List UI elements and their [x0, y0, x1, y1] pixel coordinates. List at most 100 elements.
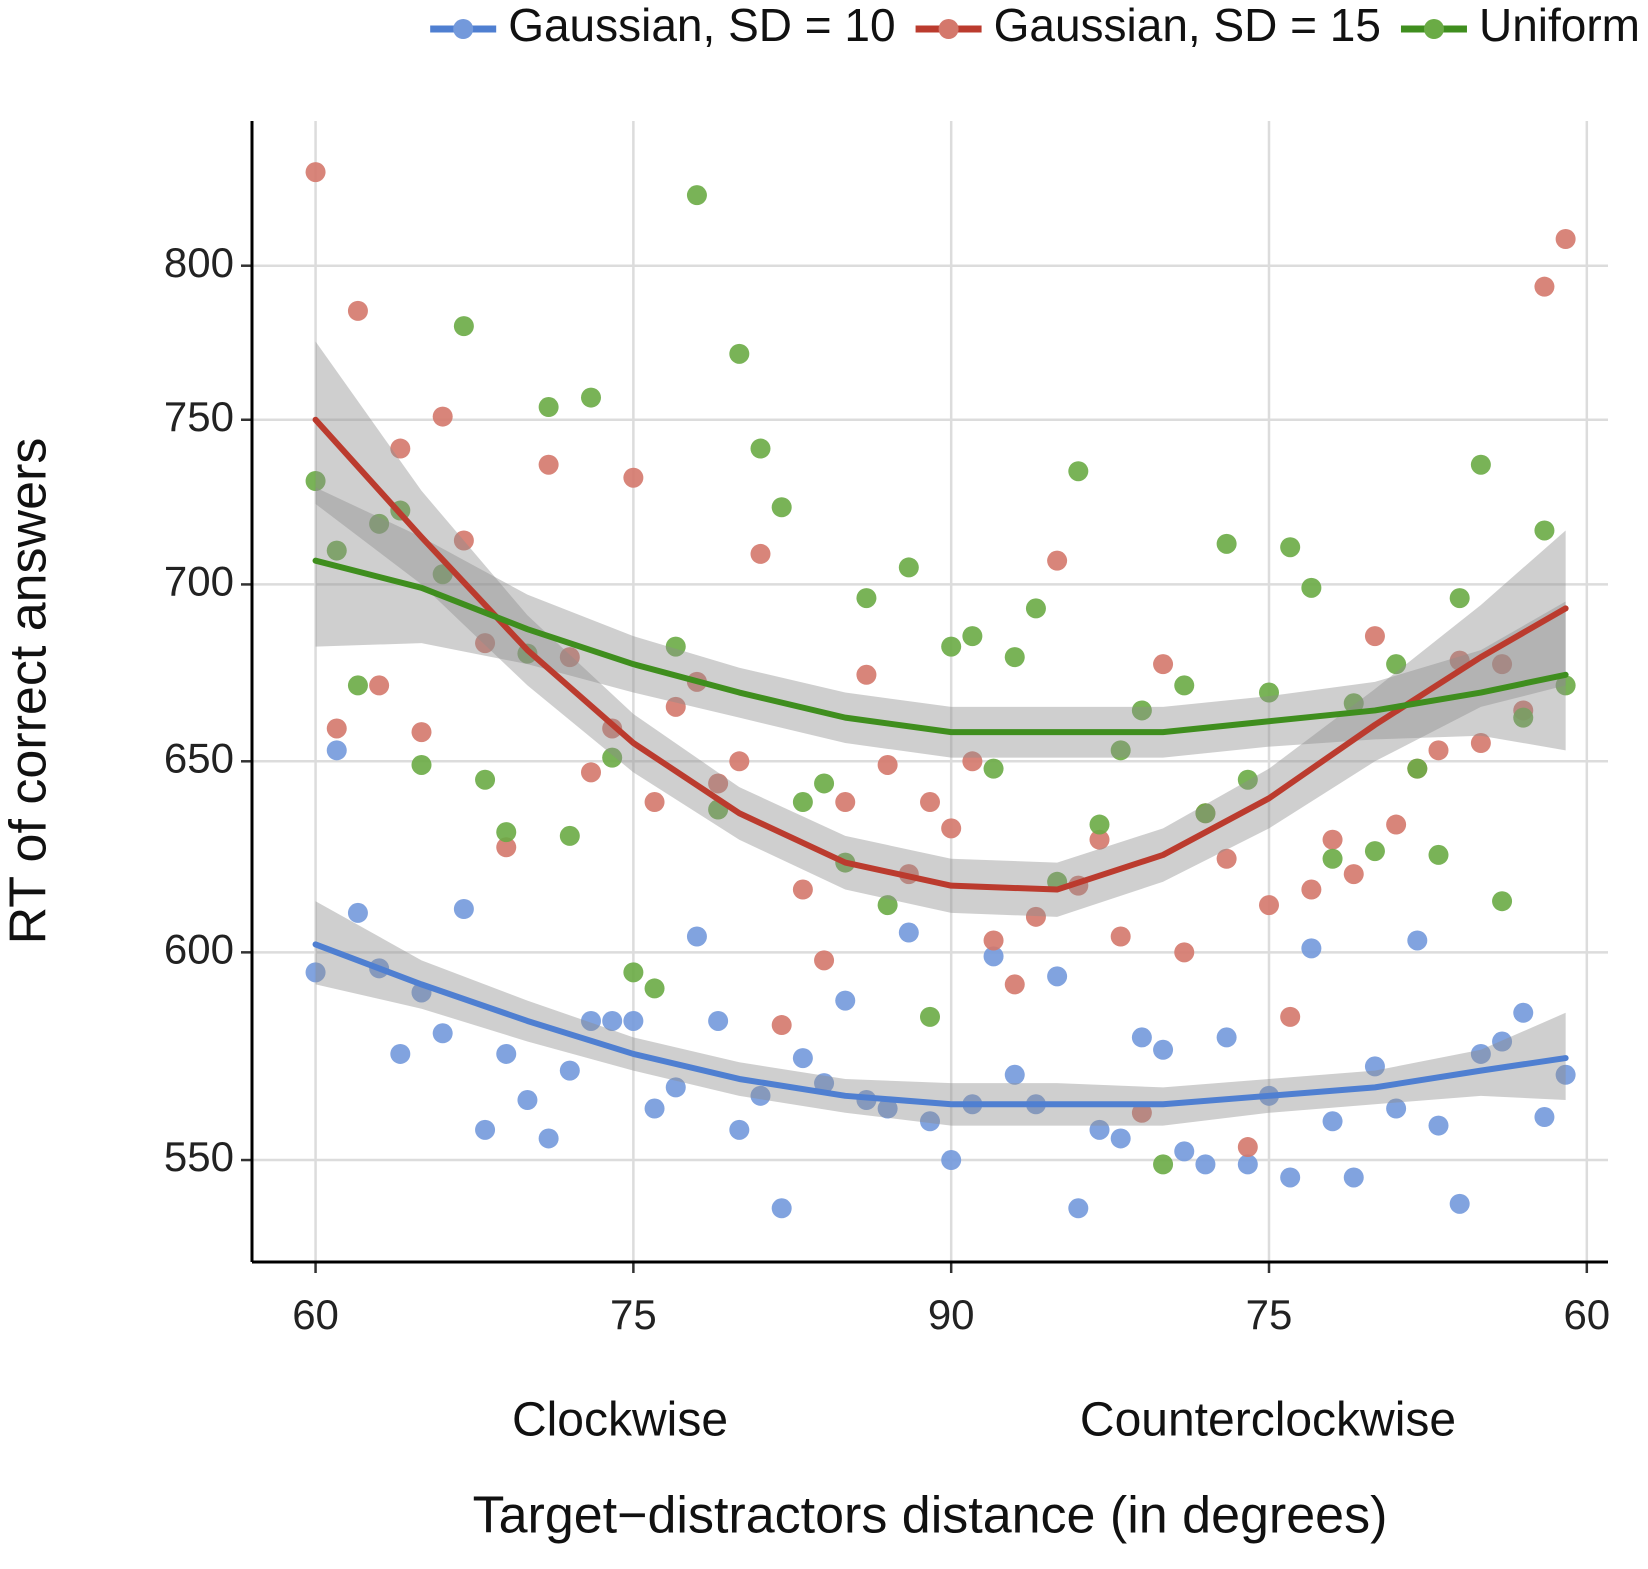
- point: [1386, 1098, 1407, 1119]
- point: [347, 300, 368, 321]
- point: [369, 513, 390, 534]
- legend-label: Gaussian, SD = 15: [994, 0, 1381, 51]
- annotation: Counterclockwise: [1080, 1394, 1456, 1447]
- point: [623, 962, 644, 983]
- legend: Gaussian, SD = 10 Gaussian, SD = 15 Unifor…: [430, 0, 1640, 51]
- point: [305, 470, 326, 491]
- point: [517, 1090, 538, 1111]
- point: [962, 626, 983, 647]
- y-tick-label: 700: [164, 558, 234, 605]
- x-axis-title: Target−distractors distance (in degrees): [473, 1487, 1388, 1545]
- point: [1259, 895, 1279, 916]
- point: [1195, 1154, 1216, 1175]
- point: [856, 588, 877, 609]
- point: [1237, 769, 1258, 790]
- point: [1534, 1107, 1555, 1128]
- point: [1534, 520, 1555, 541]
- point: [1280, 1006, 1301, 1027]
- point: [983, 946, 1004, 967]
- point: [771, 1198, 792, 1219]
- point: [1110, 1128, 1131, 1149]
- point: [1492, 891, 1513, 912]
- point: [1216, 848, 1237, 869]
- point: [538, 1128, 559, 1149]
- y-axis-title: RT of correct answers: [0, 438, 58, 945]
- point: [432, 406, 453, 427]
- point: [941, 818, 962, 839]
- point: [814, 1073, 835, 1094]
- point: [581, 387, 601, 408]
- point: [1195, 803, 1216, 824]
- point: [623, 1010, 644, 1031]
- point: [1004, 1064, 1025, 1085]
- point: [581, 762, 601, 783]
- point: [602, 1010, 623, 1031]
- y-tick-label: 600: [164, 925, 234, 972]
- point: [411, 754, 432, 775]
- point: [1237, 1137, 1258, 1158]
- point: [644, 792, 665, 813]
- point: [771, 497, 792, 518]
- point: [1492, 1031, 1513, 1052]
- point: [1301, 577, 1322, 598]
- point: [475, 1119, 496, 1140]
- x-tick-label: 60: [1563, 1291, 1610, 1338]
- point: [496, 837, 517, 858]
- x-tick-label: 75: [610, 1291, 657, 1338]
- point: [898, 557, 919, 578]
- point: [792, 879, 813, 900]
- point: [326, 718, 347, 739]
- point: [1153, 654, 1174, 675]
- point: [1025, 598, 1046, 619]
- point: [411, 722, 432, 743]
- point: [1068, 461, 1089, 482]
- point: [1259, 682, 1279, 703]
- point: [750, 543, 771, 564]
- point: [432, 1023, 453, 1044]
- point: [665, 696, 686, 717]
- point: [1343, 1167, 1364, 1188]
- point: [1174, 1141, 1195, 1162]
- legend-point: [1423, 19, 1444, 39]
- fit-line: [312, 416, 1569, 893]
- point: [920, 1111, 940, 1132]
- point: [453, 898, 474, 919]
- point: [1534, 276, 1555, 297]
- point: [475, 633, 496, 654]
- point: [1280, 537, 1301, 558]
- point: [1364, 1056, 1385, 1077]
- point: [1110, 926, 1131, 947]
- point: [1449, 588, 1470, 609]
- point: [581, 1010, 601, 1031]
- point: [1131, 1102, 1152, 1123]
- point: [602, 747, 623, 768]
- point: [1513, 1002, 1534, 1023]
- point: [1343, 693, 1364, 714]
- point: [1386, 814, 1407, 835]
- point: [1470, 454, 1491, 475]
- point: [1449, 1193, 1470, 1214]
- point: [1216, 1027, 1237, 1048]
- point: [1364, 841, 1385, 862]
- point: [1047, 966, 1068, 987]
- y-tick-label: 550: [164, 1133, 234, 1180]
- point: [347, 902, 368, 923]
- point: [920, 1006, 940, 1027]
- point: [750, 1085, 771, 1106]
- point: [708, 773, 729, 794]
- point: [623, 467, 644, 488]
- point: [877, 895, 898, 916]
- point: [1555, 675, 1576, 696]
- point: [1470, 1043, 1491, 1064]
- point: [750, 438, 771, 459]
- point: [538, 454, 559, 475]
- point: [1407, 758, 1428, 779]
- point: [538, 397, 559, 418]
- point: [686, 185, 707, 206]
- point: [1237, 1154, 1258, 1175]
- point: [898, 922, 919, 943]
- point: [1025, 906, 1046, 927]
- point: [1343, 864, 1364, 885]
- point: [1089, 829, 1110, 850]
- point: [814, 773, 835, 794]
